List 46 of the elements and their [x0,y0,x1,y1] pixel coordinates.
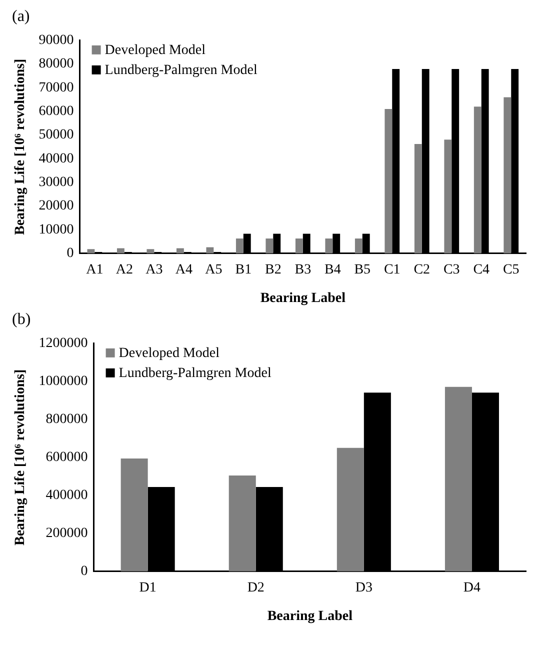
y-tick-label: 600000 [46,450,88,466]
legend-label: Lundberg-Palmgren Model [118,366,272,382]
legend-label: Developed Model [118,346,220,362]
x-tick-label: C5 [502,262,520,278]
x-tick-label: A5 [205,262,222,278]
y-tick-label: 20000 [38,198,74,214]
x-tick-label: C2 [414,262,430,278]
y-tick-label: 80000 [38,56,74,72]
legend-label: Developed Model [104,43,206,58]
legend-label: Lundberg-Palmgren Model [104,63,258,78]
y-tick-label: 60000 [38,104,74,120]
x-tick-label: B3 [294,262,312,278]
y-tick-label: 70000 [38,80,74,96]
x-tick-label: D3 [355,580,372,596]
x-tick-label: B5 [354,262,371,278]
y-tick-label: 0 [66,246,74,262]
x-axis-title: Bearing Label [267,609,353,624]
y-axis-title: Bearing Life [10⁶ revolutions] [13,58,28,235]
y-tick-label: 0 [80,564,88,580]
y-tick-label: 1200000 [38,336,88,352]
y-tick-label: 200000 [46,526,88,542]
x-tick-label: B1 [235,262,252,278]
x-tick-label: A3 [146,262,163,278]
y-tick-label: 1000000 [38,374,88,390]
text: (a) [12,8,31,26]
x-tick-label: B2 [264,262,282,278]
x-tick-label: A2 [116,262,133,278]
x-tick-label: C4 [473,262,490,278]
y-tick-label: 90000 [38,33,74,48]
x-tick-label: D4 [463,580,481,596]
y-tick-label: 40000 [38,151,74,166]
y-tick-label: 30000 [38,175,74,190]
text: (b) [12,311,32,329]
x-tick-label: A4 [175,262,192,278]
x-tick-label: A1 [86,262,104,278]
y-tick-label: 10000 [38,222,74,238]
y-tick-label: 800000 [46,412,88,428]
x-tick-label: D2 [247,580,264,596]
x-axis-title: Bearing Label [260,291,346,306]
y-tick-label: 400000 [46,488,88,504]
y-tick-label: 50000 [38,128,74,143]
x-tick-label: C1 [384,262,400,278]
y-axis-title: Bearing Life [10⁶ revolutions] [13,369,28,546]
x-tick-label: B4 [324,262,341,278]
x-tick-label: C3 [443,262,460,278]
x-tick-label: D1 [139,580,156,596]
